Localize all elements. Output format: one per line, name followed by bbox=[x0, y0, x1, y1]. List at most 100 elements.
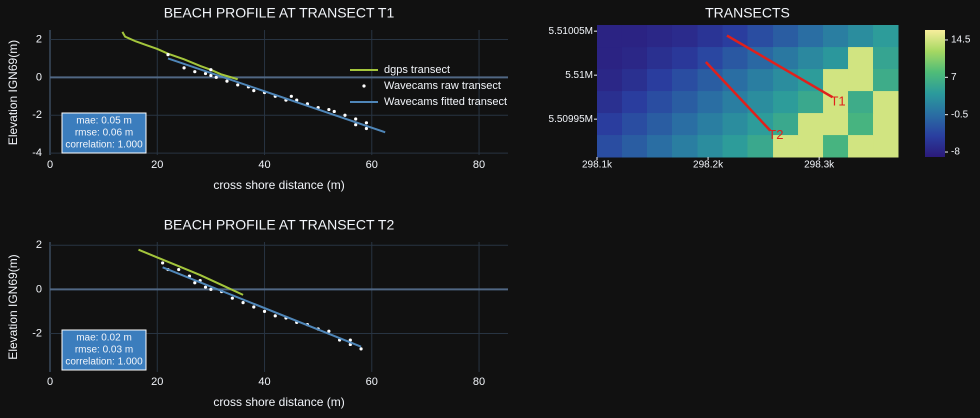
heatmap-cell bbox=[597, 46, 623, 70]
chart-title: BEACH PROFILE AT TRANSECT T1 bbox=[164, 5, 395, 21]
heatmap-cell bbox=[747, 134, 774, 158]
data-point bbox=[203, 285, 208, 289]
data-point bbox=[182, 66, 186, 70]
heatmap-cell bbox=[697, 68, 724, 92]
annotation-text: rmse: 0.03 m bbox=[75, 345, 133, 356]
heatmap-cell bbox=[621, 68, 648, 92]
heatmap-cell bbox=[798, 68, 824, 92]
heatmap-cell bbox=[773, 68, 799, 92]
annotation-box bbox=[61, 112, 147, 154]
data-point bbox=[193, 281, 197, 285]
heatmap-cell bbox=[671, 68, 699, 92]
heatmap-cell bbox=[671, 134, 699, 158]
y-tick-label: 0 bbox=[36, 71, 42, 83]
heatmap-cell bbox=[671, 90, 699, 114]
y-tick-label: 5.50995M bbox=[549, 114, 593, 125]
heatmap-cell bbox=[848, 90, 874, 114]
heatmap-cell bbox=[697, 134, 724, 158]
heatmap-cell bbox=[873, 25, 899, 48]
x-tick-label: 40 bbox=[258, 159, 270, 171]
x-tick-label: 40 bbox=[258, 376, 270, 388]
annotation-box bbox=[61, 329, 147, 371]
y-tick-label: 2 bbox=[36, 239, 42, 251]
heatmap-cell bbox=[646, 90, 673, 114]
series-line bbox=[167, 57, 386, 134]
x-axis-title: cross shore distance (m) bbox=[213, 395, 344, 409]
heatmap-cell bbox=[823, 68, 849, 92]
heatmap-cell bbox=[621, 134, 648, 158]
annotation-text: mae: 0.02 m bbox=[76, 333, 132, 344]
data-point bbox=[343, 113, 347, 117]
heatmap-cell bbox=[597, 112, 623, 136]
heatmap-cell bbox=[671, 25, 699, 48]
heatmap-cell bbox=[823, 46, 849, 70]
x-tick-label: 60 bbox=[366, 376, 378, 388]
data-point bbox=[273, 314, 277, 318]
y-tick-label: -4 bbox=[32, 147, 42, 159]
heatmap-cell bbox=[798, 90, 824, 114]
data-point bbox=[209, 287, 213, 291]
series-line bbox=[138, 248, 244, 296]
y-axis-title: Elevation IGN69(m) bbox=[6, 254, 20, 359]
heatmap-cell bbox=[798, 134, 824, 158]
data-point bbox=[241, 300, 245, 305]
heatmap-cell bbox=[798, 25, 824, 48]
heatmap-cell bbox=[747, 68, 774, 92]
series-line bbox=[162, 266, 362, 348]
heatmap-cell bbox=[823, 112, 849, 136]
heatmap-cell bbox=[773, 134, 799, 158]
y-tick-label: 5.51M bbox=[565, 70, 593, 81]
data-point bbox=[364, 121, 369, 125]
heatmap-cell bbox=[848, 25, 874, 48]
chart-title: TRANSECTS bbox=[705, 5, 790, 21]
heatmap-cell bbox=[621, 46, 648, 70]
heatmap-cell bbox=[722, 46, 748, 70]
heatmap-cell bbox=[873, 134, 899, 158]
heatmap-cell bbox=[773, 112, 799, 136]
data-point bbox=[364, 126, 369, 131]
heatmap-cell bbox=[722, 112, 748, 136]
heatmap-cell bbox=[873, 68, 899, 92]
annotation-text: mae: 0.05 m bbox=[76, 116, 132, 127]
data-point bbox=[236, 83, 240, 87]
colorbar-tick-label: 14.5 bbox=[951, 35, 971, 46]
y-tick-label: 5.51005M bbox=[549, 26, 593, 37]
transect-label: T1 bbox=[830, 94, 845, 109]
data-point bbox=[289, 94, 293, 98]
colorbar-tick-label: -8 bbox=[951, 147, 960, 158]
data-point bbox=[161, 261, 165, 265]
x-tick-label: 0 bbox=[47, 376, 53, 388]
heatmap-cell bbox=[597, 134, 623, 158]
x-tick-label: 80 bbox=[473, 159, 485, 171]
data-point bbox=[354, 117, 358, 121]
x-tick-label: 20 bbox=[151, 376, 163, 388]
y-tick-label: 2 bbox=[36, 33, 42, 45]
y-tick-label: 0 bbox=[36, 283, 42, 295]
heatmap-cell bbox=[671, 112, 699, 136]
colorbar-tick-label: 7 bbox=[951, 72, 957, 83]
data-point bbox=[332, 109, 336, 114]
legend-label: Wavecams fitted transect bbox=[384, 96, 507, 108]
colorbar bbox=[925, 30, 945, 157]
annotation-text: rmse: 0.06 m bbox=[75, 128, 133, 139]
x-tick-label: 298.3k bbox=[804, 160, 835, 171]
heatmap-cell bbox=[773, 90, 799, 114]
x-tick-label: 298.1k bbox=[582, 160, 613, 171]
heatmap-cell bbox=[848, 112, 874, 136]
heatmap-cell bbox=[697, 25, 724, 48]
x-tick-label: 80 bbox=[473, 376, 485, 388]
x-axis-title: cross shore distance (m) bbox=[213, 178, 344, 192]
annotation-text: correlation: 1.000 bbox=[65, 357, 143, 368]
data-point bbox=[354, 123, 358, 127]
x-tick-label: 298.2k bbox=[693, 160, 724, 171]
heatmap-cell bbox=[697, 90, 724, 114]
x-tick-label: 0 bbox=[47, 159, 53, 171]
heatmap-cell bbox=[747, 112, 774, 136]
heatmap-cell bbox=[621, 90, 648, 114]
heatmap-cell bbox=[697, 112, 724, 136]
heatmap-cell bbox=[722, 68, 748, 92]
heatmap-cell bbox=[747, 90, 774, 114]
heatmap-cell bbox=[722, 90, 748, 114]
data-point bbox=[214, 75, 218, 79]
